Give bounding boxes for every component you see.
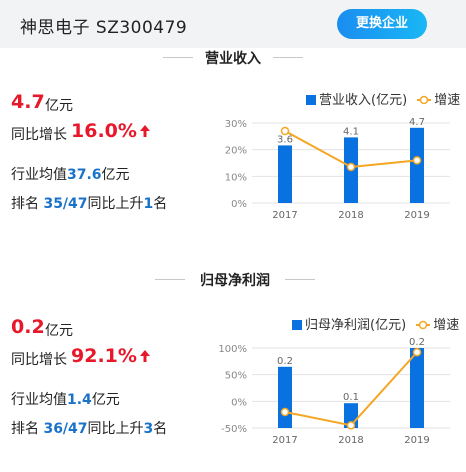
x-tick-label: 2017 [272,435,297,446]
header-bar: 神思电子 SZ300479 更换企业 [0,0,466,48]
growth-point [346,162,356,172]
title-rule-left [155,279,185,280]
rank-label: 排名 [11,196,39,212]
y-tick-label: 50% [225,371,247,382]
legend-line-swatch-icon [416,320,431,330]
industry-avg-unit: 亿元 [101,167,130,183]
up-arrow-icon [140,350,150,362]
rank-change-unit: 名 [153,421,168,437]
legend-bar-swatch [306,95,316,105]
bar-data-label: 4.1 [343,126,359,137]
legend-line-label: 增速 [434,93,461,108]
y-tick-label: 0% [231,397,247,408]
growth-point [412,348,422,357]
chart-bar [410,127,424,203]
growth-point [346,421,356,430]
rank-label: 排名 [11,421,39,437]
x-tick-label: 2018 [338,435,363,446]
revenue-value: 4.7 [11,91,45,113]
industry-avg-unit: 亿元 [91,392,120,408]
company-name: 神思电子 SZ300479 [20,18,188,38]
y-tick-label: 0% [231,199,247,210]
industry-avg-value: 37.6 [67,167,102,183]
chart-bar [410,348,424,428]
bar-data-label: 0.2 [277,356,293,367]
profit-yoy-value: 92.1% [71,345,137,367]
rank-change-label: 同比上升 [87,421,144,437]
x-tick-label: 2017 [272,210,297,221]
profit-legend: 归母净利润(亿元) 增速 [292,314,459,333]
revenue-legend: 营业收入(亿元) 增速 [306,89,460,108]
legend-line-label: 增速 [433,318,460,333]
y-tick-label: 20% [225,146,247,157]
rank-change-label: 同比上升 [87,196,144,212]
profit-rank: 排名 36/47同比上升3名 [11,418,167,438]
legend-line-swatch-icon [417,95,432,105]
title-rule-right [273,57,303,58]
y-tick-label: -50% [221,424,247,435]
profit-chart: 100% 50% 0% -50% 0.2 2017 0.1 2018 0.2 2019 [218,337,450,446]
profit-value: 0.2 [11,316,45,338]
bar-data-label: 4.7 [409,117,425,128]
growth-point [280,126,290,136]
switch-company-button[interactable]: 更换企业 [337,9,427,39]
title-rule-left [163,57,193,58]
bar-data-label: 0.1 [343,392,359,403]
x-tick-label: 2018 [338,210,363,221]
rank-change-value: 3 [143,421,154,437]
rank-value: 36/47 [43,421,88,437]
revenue-yoy-label: 同比增长 [11,127,67,143]
y-tick-label: 30% [225,119,247,130]
legend-bar-label: 归母净利润(亿元) [305,318,407,333]
legend-bar-label: 营业收入(亿元) [319,93,408,108]
x-tick-label: 2019 [404,210,429,221]
industry-avg-value: 1.4 [67,392,92,408]
y-tick-label: 100% [218,344,247,355]
rank-value: 35/47 [43,196,88,212]
revenue-rank: 排名 35/47同比上升1名 [11,193,167,213]
profit-industry-avg: 行业均值1.4亿元 [11,389,120,409]
chart-bar [278,366,292,428]
rank-change-unit: 名 [153,196,168,212]
up-arrow-icon [140,125,150,137]
growth-point [412,156,422,165]
x-tick-label: 2019 [404,435,429,446]
revenue-unit: 亿元 [45,98,73,114]
revenue-chart: 30% 20% 10% 0% 3.6 2017 4.1 2018 4.7 2019 [225,117,450,221]
legend-bar-swatch [292,320,302,330]
profit-yoy-label: 同比增长 [11,352,67,368]
growth-point [280,407,290,417]
bar-data-label: 3.6 [277,134,293,145]
industry-avg-label: 行业均值 [11,167,67,183]
rank-change-value: 1 [143,196,154,212]
bar-data-label: 0.2 [409,337,425,348]
revenue-section-title: 营业收入 [205,51,261,67]
y-tick-label: 10% [225,172,247,183]
chart-bar [278,145,292,203]
profit-unit: 亿元 [45,323,73,339]
revenue-yoy-value: 16.0% [71,120,137,142]
industry-avg-label: 行业均值 [11,392,67,408]
profit-section-title: 归母净利润 [200,273,270,289]
revenue-industry-avg: 行业均值37.6亿元 [11,164,130,184]
title-rule-right [285,279,315,280]
